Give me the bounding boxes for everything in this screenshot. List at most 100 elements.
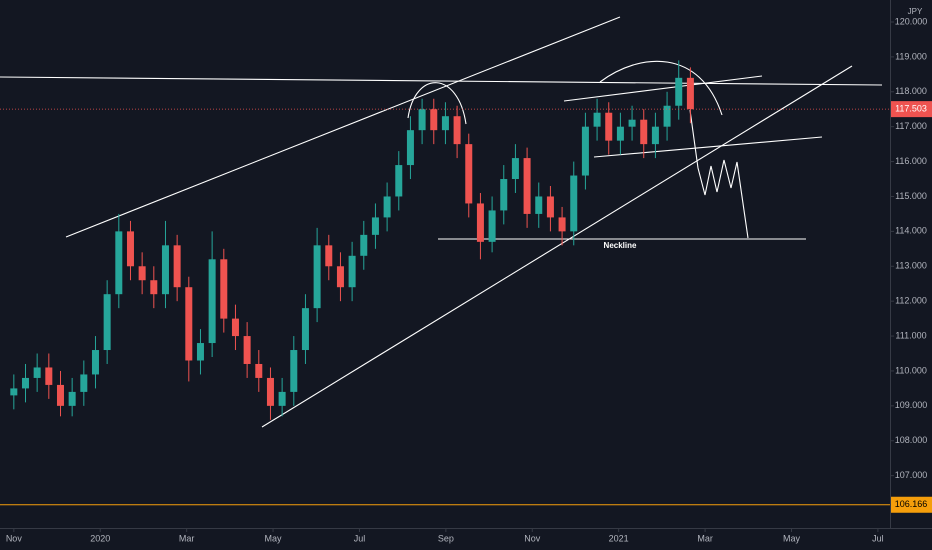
drawings [0, 16, 883, 428]
candle-body [640, 119, 648, 145]
arc [599, 60, 723, 116]
annotation: Neckline [604, 241, 637, 250]
currency-label: JPY [908, 7, 923, 16]
candle-body [266, 377, 274, 406]
y-tick-label: 111.000 [895, 330, 926, 340]
candle-body [605, 112, 613, 141]
y-tick-label: 118.000 [895, 86, 927, 96]
trendline [65, 16, 621, 238]
candle-body [488, 210, 496, 242]
candle-body [523, 158, 531, 214]
candle-body [68, 391, 76, 406]
last-price-box [891, 101, 932, 118]
candle-body [301, 308, 309, 351]
y-tick-label: 108.000 [895, 435, 928, 445]
y-tick-label: 112.000 [895, 296, 927, 306]
candle-body [453, 116, 461, 145]
candle-body [441, 116, 449, 131]
candle-body [161, 245, 169, 295]
candle-body [45, 367, 53, 385]
candle-body [196, 343, 204, 361]
candle-body [418, 109, 426, 131]
candle-body [150, 280, 158, 295]
x-tick-label: Mar [179, 533, 195, 543]
candle-body [581, 126, 589, 176]
candle-body [511, 158, 519, 180]
candle-body [675, 77, 683, 106]
candle-body [558, 217, 566, 232]
y-tick-label: 107.000 [895, 470, 928, 480]
candle-body [91, 350, 99, 375]
trendline [0, 76, 883, 86]
x-tick-label: Jul [354, 533, 366, 543]
candle-body [173, 245, 181, 288]
candle-body [21, 377, 29, 389]
y-tick-label: 109.000 [895, 400, 928, 410]
y-tick-label: 120.000 [895, 16, 928, 26]
level-label: 106.166 [895, 499, 928, 509]
candle-body [56, 384, 64, 406]
trendline [261, 65, 853, 428]
candle-body [465, 144, 473, 204]
y-tick-label: 117.000 [895, 121, 927, 131]
candle-body [10, 388, 18, 396]
candle-body [103, 294, 111, 351]
x-tick-label: May [783, 533, 801, 543]
candle-body [371, 217, 379, 235]
candle-body [208, 259, 216, 344]
x-tick-label: Sep [438, 533, 454, 543]
candle-body [243, 336, 251, 364]
x-tick-label: May [265, 533, 283, 543]
candle-body [185, 287, 193, 361]
candle-body [651, 126, 659, 145]
candle-body [546, 196, 554, 218]
candle-body [593, 112, 601, 127]
y-tick-label: 114.000 [895, 226, 927, 236]
last-price-label: 117.503 [895, 103, 927, 113]
candle-body [686, 77, 694, 110]
trendline [563, 75, 763, 102]
y-tick-label: 116.000 [895, 156, 927, 166]
candle-body [476, 203, 484, 242]
trendline [593, 136, 823, 158]
arc [407, 82, 467, 125]
candle-body [570, 175, 578, 232]
candle-body [616, 126, 624, 141]
x-tick-label: Nov [524, 533, 541, 543]
candle-body [383, 196, 391, 218]
candle-body [348, 255, 356, 288]
candle-body [628, 119, 636, 127]
candle-body [80, 374, 88, 392]
candle-body [336, 266, 344, 288]
candle-body [138, 266, 146, 281]
candle-body [313, 245, 321, 309]
y-tick-label: 115.000 [895, 191, 927, 201]
candle-body [500, 179, 508, 211]
x-tick-label: Nov [6, 533, 23, 543]
x-tick-label: Mar [697, 533, 713, 543]
candle-body [220, 259, 228, 319]
candle-body [290, 350, 298, 392]
projection [689, 109, 749, 239]
candle-body [278, 391, 286, 406]
candle-body [535, 196, 543, 214]
x-tick-label: Jul [872, 533, 884, 543]
candle-body [430, 109, 438, 131]
level-label-box [891, 496, 932, 513]
candle-body [663, 105, 671, 127]
candle-body [325, 245, 333, 267]
y-tick-label: 110.000 [895, 365, 927, 375]
y-tick-label: 113.000 [895, 261, 927, 271]
x-tick-label: 2021 [609, 533, 629, 543]
x-tick-label: 2020 [90, 533, 110, 543]
candle-body [126, 231, 134, 267]
candle-body [33, 367, 41, 378]
candle-body [115, 231, 123, 295]
candle-body [406, 130, 414, 166]
candle-body [395, 165, 403, 197]
candle-body [231, 318, 239, 337]
y-tick-label: 119.000 [895, 51, 927, 61]
candle-body [360, 234, 368, 256]
